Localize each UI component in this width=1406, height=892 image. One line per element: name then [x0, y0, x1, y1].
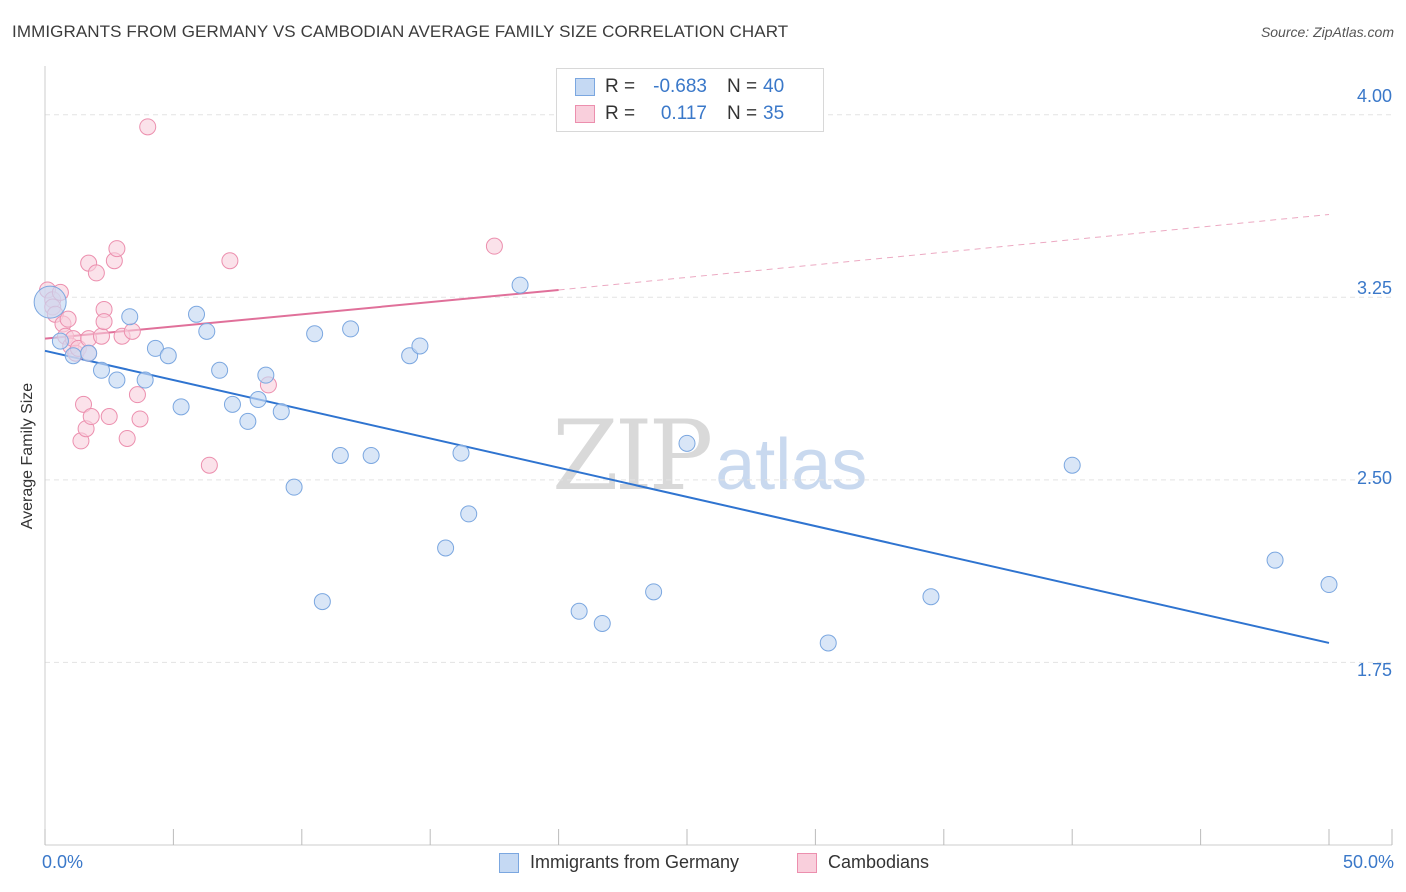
- germany-point: [593, 614, 611, 632]
- germany-point: [92, 361, 110, 379]
- cambodian-point: [139, 118, 157, 136]
- germany-point: [819, 634, 837, 652]
- germany-point: [249, 391, 267, 409]
- trend-lines: [44, 213, 1330, 644]
- r-value: -0.683: [653, 76, 707, 97]
- germany-swatch: [575, 78, 595, 96]
- y-tick-label-2: 2.50: [1356, 468, 1392, 488]
- germany-point: [1266, 551, 1284, 569]
- germany-point: [306, 325, 324, 343]
- germany-trend-line: [44, 349, 1330, 644]
- germany-point: [80, 344, 98, 362]
- germany-point: [1063, 456, 1081, 474]
- cambodian-swatch: [575, 105, 595, 123]
- y-axis-label: Average Family Size: [19, 382, 36, 530]
- cambodian-point: [221, 252, 239, 270]
- germany-point: [136, 371, 154, 389]
- n-value: 35: [763, 103, 785, 124]
- germany-point: [159, 347, 177, 365]
- y-tick-label-4: 4.00: [1356, 86, 1392, 106]
- cambodian-legend-swatch: [797, 852, 817, 873]
- legend-row-cambodians: R = 0.117 N = 35: [575, 102, 784, 126]
- germany-point: [1320, 576, 1338, 594]
- germany-legend-swatch: [499, 852, 519, 873]
- cambodian-point: [87, 264, 105, 282]
- cambodian-point: [108, 240, 126, 258]
- cambodian-point: [92, 327, 110, 345]
- cambodian-point: [95, 313, 113, 331]
- germany-legend-label: Immigrants from Germany: [530, 852, 740, 872]
- germany-point: [285, 478, 303, 496]
- cambodian-point: [200, 456, 218, 474]
- germany-point: [645, 583, 663, 601]
- cambodian-point: [128, 386, 146, 404]
- cambodian-point: [485, 237, 503, 255]
- legend-item-germany[interactable]: Immigrants from Germany: [499, 852, 739, 873]
- germany-point: [511, 276, 529, 294]
- germany-point: [401, 347, 419, 365]
- germany-point: [33, 285, 67, 319]
- legend-row-germany: R = -0.683 N = 40: [575, 75, 784, 99]
- series-legend: Immigrants from Germany Cambodians: [0, 852, 1406, 878]
- germany-point: [313, 593, 331, 611]
- germany-point: [460, 505, 478, 523]
- r-label: R =: [605, 76, 636, 97]
- r-label: R =: [605, 103, 636, 124]
- germany-point: [108, 371, 126, 389]
- germany-point: [257, 366, 275, 384]
- germany-point: [362, 447, 380, 464]
- source-label: Source: ZipAtlas.com: [1260, 24, 1394, 40]
- germany-point: [121, 308, 139, 326]
- germany-point: [146, 339, 164, 357]
- axes: [44, 66, 1393, 846]
- correlation-legend: R = -0.683 N = 40 R = 0.117 N = 35: [556, 68, 824, 132]
- chart-title: IMMIGRANTS FROM GERMANY VS CAMBODIAN AVE…: [12, 22, 789, 41]
- cambodian-point: [59, 310, 77, 328]
- germany-point: [188, 305, 206, 323]
- x-tick-label-max: 50.0%: [1342, 852, 1394, 872]
- germany-point: [64, 347, 82, 365]
- germany-point: [678, 434, 696, 452]
- gridlines: [45, 114, 1392, 663]
- n-value: 40: [763, 76, 785, 97]
- germany-point: [239, 412, 257, 430]
- cambodian-point: [100, 408, 118, 426]
- cambodian-point: [75, 395, 93, 413]
- germany-point: [437, 539, 455, 557]
- cambodian-trend-extension: [558, 213, 1330, 291]
- germany-point: [331, 447, 349, 464]
- germany-point: [411, 337, 429, 355]
- germany-point: [922, 588, 940, 606]
- germany-point: [172, 398, 190, 416]
- germany-point: [272, 403, 290, 421]
- y-tick-label-3: 3.25: [1356, 278, 1392, 298]
- y-tick-label-1: 1.75: [1356, 660, 1392, 680]
- germany-point: [51, 332, 69, 350]
- germany-point: [342, 320, 360, 338]
- germany-point: [452, 444, 470, 462]
- data-points: [33, 118, 1338, 652]
- cambodian-point: [123, 322, 141, 340]
- legend-item-cambodians[interactable]: Cambodians: [797, 852, 929, 873]
- x-tick-label-min: 0.0%: [42, 852, 84, 872]
- germany-point: [223, 395, 241, 413]
- cambodian-point: [131, 410, 149, 428]
- r-value: 0.117: [660, 103, 707, 124]
- cambodian-legend-label: Cambodians: [828, 852, 930, 872]
- germany-point: [211, 361, 229, 379]
- cambodian-point: [82, 408, 100, 426]
- n-label: N =: [727, 76, 758, 97]
- n-label: N =: [727, 103, 758, 124]
- germany-point: [570, 602, 588, 620]
- germany-point: [198, 322, 216, 340]
- cambodian-point: [118, 429, 136, 447]
